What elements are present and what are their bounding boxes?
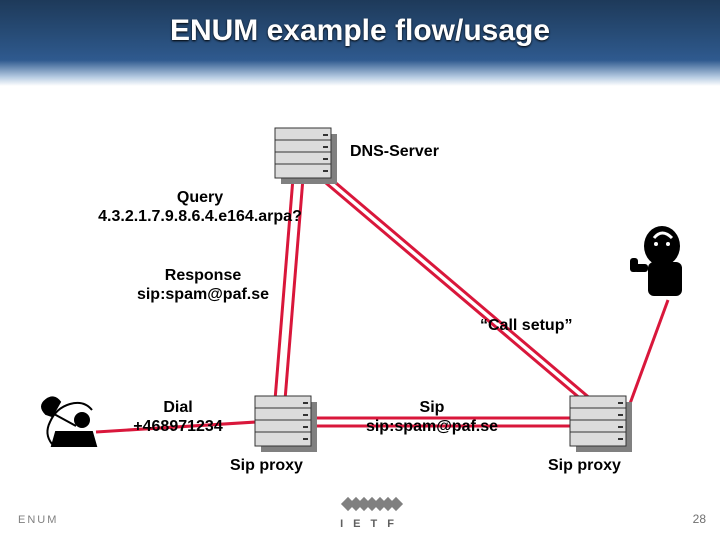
sip-label: Sip sip:spam@paf.se	[342, 398, 522, 436]
dial-line2: +468971234	[133, 418, 222, 435]
response-line1: Response	[165, 267, 241, 284]
sip-proxy-1-label: Sip proxy	[230, 456, 303, 475]
ietf-text: IETF	[330, 518, 414, 530]
sip-proxy-2-label: Sip proxy	[548, 456, 621, 475]
query-line1: Query	[177, 189, 223, 206]
slide-title: ENUM example flow/usage	[0, 14, 720, 48]
sip-line1: Sip	[420, 399, 445, 416]
dial-line1: Dial	[163, 399, 192, 416]
footer-left: ENUM	[18, 514, 58, 526]
query-line2: 4.3.2.1.7.9.8.6.4.e164.arpa?	[98, 208, 302, 225]
query-label: Query 4.3.2.1.7.9.8.6.4.e164.arpa?	[80, 188, 320, 226]
ietf-diamonds-icon	[330, 499, 414, 517]
slide-number: 28	[693, 512, 706, 526]
dial-label: Dial +468971234	[118, 398, 238, 436]
callsetup-label: “Call setup”	[480, 316, 572, 335]
response-line2: sip:spam@paf.se	[137, 286, 269, 303]
ietf-logo: IETF	[330, 499, 414, 530]
sip-line2: sip:spam@paf.se	[366, 418, 498, 435]
dns-server-label: DNS-Server	[350, 142, 439, 161]
response-label: Response sip:spam@paf.se	[118, 266, 288, 304]
